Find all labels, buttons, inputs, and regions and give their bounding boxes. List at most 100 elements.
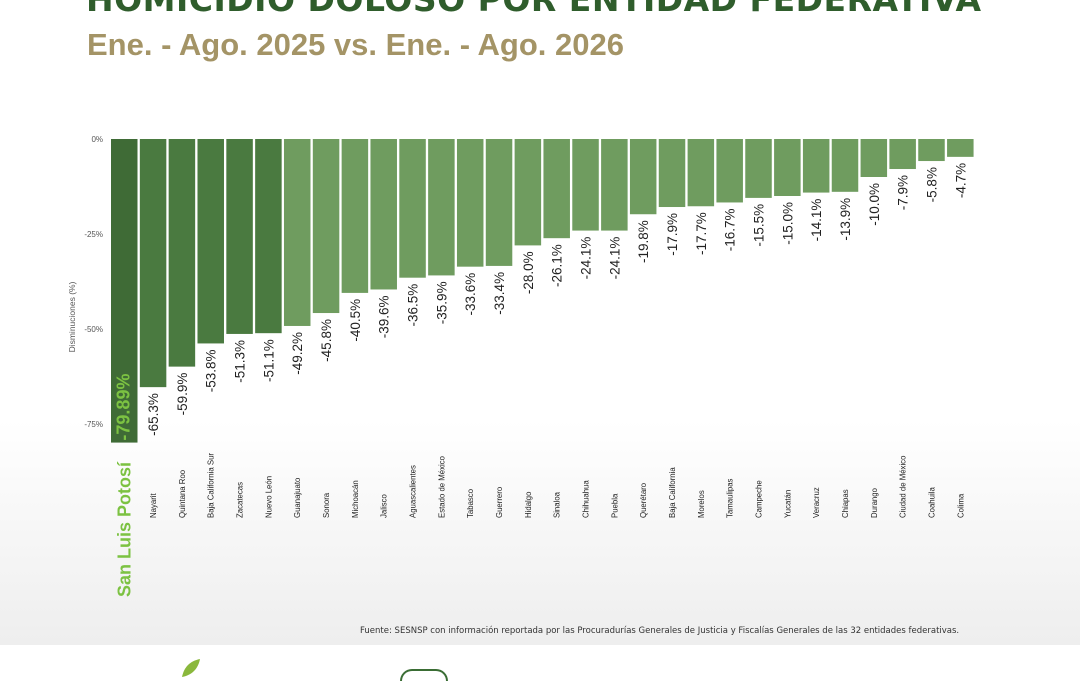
value-label: -33.4% <box>492 272 507 315</box>
category-label: Aguascalientes <box>409 465 418 518</box>
bar <box>601 139 628 231</box>
value-label: -28.0% <box>521 251 536 294</box>
bar <box>860 139 888 177</box>
value-label: -59.9% <box>175 373 190 416</box>
bar <box>255 139 282 334</box>
category-label: Querétaro <box>639 482 648 518</box>
bar <box>168 139 196 367</box>
bar <box>111 139 138 443</box>
bar <box>341 139 369 293</box>
bar <box>889 139 916 170</box>
category-label: Chiapas <box>841 489 850 518</box>
bar-chart: 0% -25% -50% -75% Disminuciones (%) -79.89% Sa… <box>67 135 974 597</box>
category-label: Campeche <box>755 480 764 518</box>
category-label: Morelos <box>697 490 706 518</box>
category-label: Tabasco <box>466 488 475 518</box>
value-label: -7.9% <box>896 175 911 210</box>
category-label: Jalisco <box>380 494 389 518</box>
bar <box>197 139 224 344</box>
value-label: -16.7% <box>723 208 738 251</box>
bar <box>947 139 974 157</box>
category-label: Guanajuato <box>293 477 302 518</box>
bar <box>226 139 253 334</box>
value-label: -17.9% <box>665 213 680 256</box>
bar <box>485 139 513 266</box>
leaf-logo-icon <box>182 659 200 677</box>
bar <box>456 139 484 267</box>
value-label: -33.6% <box>463 273 478 316</box>
bar <box>543 139 570 239</box>
category-label: Estado de México <box>437 455 446 518</box>
bar <box>283 139 311 326</box>
source-note: Fuente: SESNSP con información reportada… <box>360 626 960 636</box>
category-label: Michoacán <box>351 480 360 518</box>
value-label: -49.2% <box>290 332 305 375</box>
value-label: -15.0% <box>780 202 795 245</box>
value-label: -4.7% <box>953 163 968 198</box>
value-label: -17.7% <box>694 212 709 255</box>
category-label: Zacatecas <box>236 482 245 518</box>
y-tick-label: -75% <box>84 420 103 429</box>
bar <box>399 139 426 278</box>
value-label: -15.5% <box>752 204 767 247</box>
category-label: Nayarit <box>149 492 158 518</box>
value-label: -51.3% <box>233 340 248 383</box>
bar <box>687 139 715 207</box>
y-tick-label: 0% <box>91 135 103 144</box>
y-tick-label: -25% <box>84 230 103 239</box>
category-label: Veracruz <box>812 487 821 518</box>
chart-area: 0% -25% -50% -75% Disminuciones (%) -79.89% Sa… <box>0 120 1080 645</box>
bar <box>918 139 945 162</box>
category-label: Durango <box>870 487 879 518</box>
value-label: -26.1% <box>550 244 565 287</box>
bar <box>312 139 340 314</box>
y-axis-label: Disminuciones (%) <box>67 281 77 352</box>
category-label: Colima <box>956 493 965 518</box>
bar <box>802 139 830 193</box>
bar <box>428 139 455 276</box>
bar <box>514 139 542 246</box>
category-label: Chihuahua <box>582 480 591 518</box>
category-label: Quintana Roo <box>178 469 187 518</box>
footer-band <box>0 645 1080 681</box>
value-label: -39.6% <box>377 295 392 338</box>
bar <box>572 139 599 231</box>
category-label: Coahuila <box>927 487 936 518</box>
chart-title: HOMICIDIO DOLOSO POR ENTIDAD FEDERATIVA <box>86 0 982 19</box>
category-label: Nuevo León <box>264 476 273 518</box>
bar <box>629 139 657 215</box>
category-label: Ciudad de México <box>899 455 908 518</box>
category-label: Baja California <box>668 467 677 518</box>
bar <box>658 139 686 208</box>
value-label: -36.5% <box>406 284 421 327</box>
value-label: -40.5% <box>348 299 363 342</box>
category-label: Hidalgo <box>524 491 533 518</box>
bar <box>716 139 743 203</box>
bar <box>774 139 801 196</box>
bar <box>139 139 167 388</box>
value-label: -24.1% <box>607 237 622 280</box>
bar <box>370 139 397 290</box>
category-label: Sinaloa <box>553 491 562 518</box>
value-label: -5.8% <box>924 167 939 202</box>
value-label: -35.9% <box>434 281 449 324</box>
y-tick-label: -50% <box>84 325 103 334</box>
category-label: Baja California Sur <box>207 453 216 518</box>
value-label: -51.1% <box>261 339 276 382</box>
value-label: -10.0% <box>867 183 882 226</box>
category-label: Guerrero <box>495 486 504 518</box>
value-label: -65.3% <box>146 393 161 436</box>
value-label: -45.8% <box>319 319 334 362</box>
chart-subtitle: Ene. - Ago. 2025 vs. Ene. - Ago. 2026 <box>87 27 624 62</box>
value-label: -19.8% <box>636 220 651 263</box>
value-label: -14.1% <box>809 199 824 242</box>
seal-logo-icon <box>400 669 448 681</box>
bar <box>745 139 772 198</box>
category-label: Sonora <box>322 492 331 518</box>
category-label: Puebla <box>610 493 619 518</box>
value-label: -24.1% <box>579 237 594 280</box>
category-label: Tamaulipas <box>726 478 735 518</box>
category-label: San Luis Potosí <box>114 461 134 597</box>
bar <box>831 139 859 192</box>
value-label: -13.9% <box>838 198 853 241</box>
